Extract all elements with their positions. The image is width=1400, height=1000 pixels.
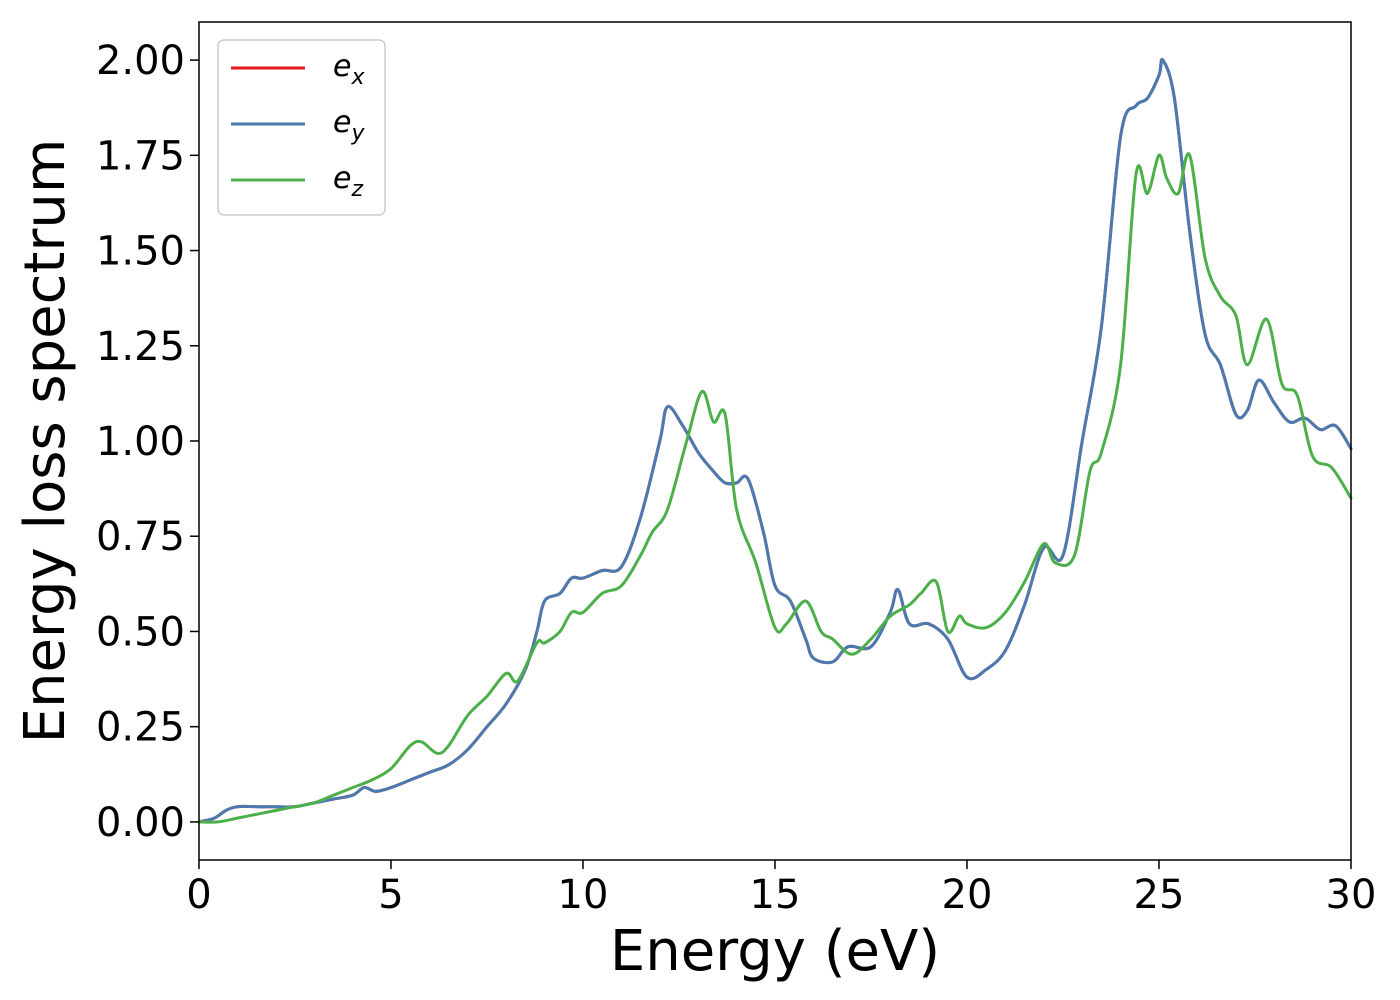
- x-tick-label: 0: [186, 872, 211, 918]
- series-line-z: [197, 152, 1353, 824]
- y-tick-label: 1.50: [96, 229, 185, 275]
- legend-box: [217, 39, 386, 216]
- legend-label-y: ey: [333, 105, 365, 146]
- series-line-y: [197, 57, 1353, 824]
- x-tick-label: 5: [378, 872, 403, 918]
- y-tick-label: 0.25: [96, 705, 185, 751]
- y-axis: 0.00 0.25 0.50 0.75 1.00 1.25 1.50 1.75 2.00: [96, 38, 199, 846]
- y-tick-label: 0.75: [96, 514, 185, 560]
- series-layer: [197, 57, 1353, 824]
- legend-label-subscript: y: [350, 121, 365, 146]
- x-tick-label: 15: [750, 872, 801, 918]
- legend-label-z: ez: [333, 161, 363, 202]
- y-tick-label: 1.25: [96, 324, 185, 370]
- x-tick-label: 10: [558, 872, 609, 918]
- y-axis-title: Energy loss spectrum: [13, 139, 78, 744]
- y-tick-label: 0.00: [96, 800, 185, 846]
- legend-label-subscript: x: [350, 65, 365, 90]
- legend-label-subscript: z: [350, 177, 363, 202]
- x-tick-label: 25: [1134, 872, 1185, 918]
- x-tick-label: 20: [942, 872, 993, 918]
- y-tick-label: 1.00: [96, 419, 185, 465]
- x-axis: 0 5 10 15 20 25 30: [186, 860, 1376, 918]
- x-tick-label: 30: [1326, 872, 1377, 918]
- x-axis-title: Energy (eV): [610, 919, 940, 984]
- y-tick-label: 1.75: [96, 133, 185, 179]
- y-tick-label: 2.00: [96, 38, 185, 84]
- y-tick-label: 0.50: [96, 609, 185, 655]
